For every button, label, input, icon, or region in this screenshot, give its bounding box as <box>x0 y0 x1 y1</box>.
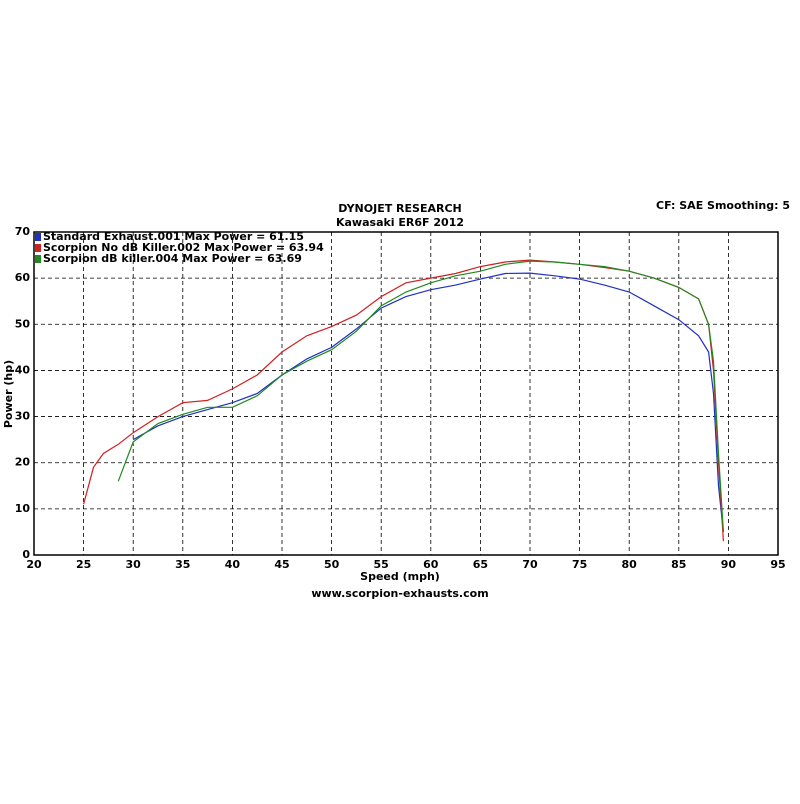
x-tick-label: 65 <box>473 558 488 571</box>
chart-subtitle: Kawasaki ER6F 2012 <box>336 216 464 229</box>
x-tick-label: 30 <box>126 558 142 571</box>
x-tick-label: 70 <box>522 558 538 571</box>
series-line <box>83 259 724 542</box>
x-tick-label: 60 <box>423 558 439 571</box>
legend-swatch <box>35 255 41 263</box>
annotation: CF: SAE Smoothing: 5 <box>656 199 790 212</box>
chart-title: DYNOJET RESEARCH <box>338 202 461 215</box>
x-tick-label: 75 <box>572 558 587 571</box>
x-tick-label: 45 <box>274 558 289 571</box>
x-tick-label: 35 <box>175 558 190 571</box>
footer: www.scorpion-exhausts.com <box>311 587 488 600</box>
legend-label: Standard Exhaust.001 Max Power = 61.15 <box>43 230 304 243</box>
y-axis-label: Power (hp) <box>2 360 15 428</box>
series-line <box>132 272 724 532</box>
x-axis-label: Speed (mph) <box>360 570 440 583</box>
y-tick-label: 10 <box>15 502 31 515</box>
x-tick-label: 40 <box>225 558 241 571</box>
y-tick-label: 50 <box>15 317 31 330</box>
x-tick-label: 85 <box>671 558 686 571</box>
x-tick-label: 20 <box>26 558 42 571</box>
x-tick-label: 80 <box>622 558 638 571</box>
y-tick-label: 0 <box>22 548 30 561</box>
x-tick-label: 55 <box>374 558 389 571</box>
plot-frame <box>33 231 779 556</box>
series-line <box>117 260 724 532</box>
y-tick-label: 40 <box>15 363 31 376</box>
x-tick-label: 95 <box>770 558 785 571</box>
legend-label: Scorpion No dB Killer.002 Max Power = 63… <box>43 241 324 254</box>
legend-swatch <box>35 244 41 252</box>
legend-swatch <box>35 233 41 241</box>
y-tick-label: 30 <box>15 410 31 423</box>
x-tick-label: 25 <box>76 558 91 571</box>
y-tick-label: 60 <box>15 271 31 284</box>
legend-label: Scorpion dB killer.004 Max Power = 63.69 <box>43 252 302 265</box>
x-tick-label: 50 <box>324 558 340 571</box>
y-tick-label: 20 <box>15 456 31 469</box>
y-tick-label: 70 <box>15 225 31 238</box>
x-tick-label: 90 <box>721 558 737 571</box>
